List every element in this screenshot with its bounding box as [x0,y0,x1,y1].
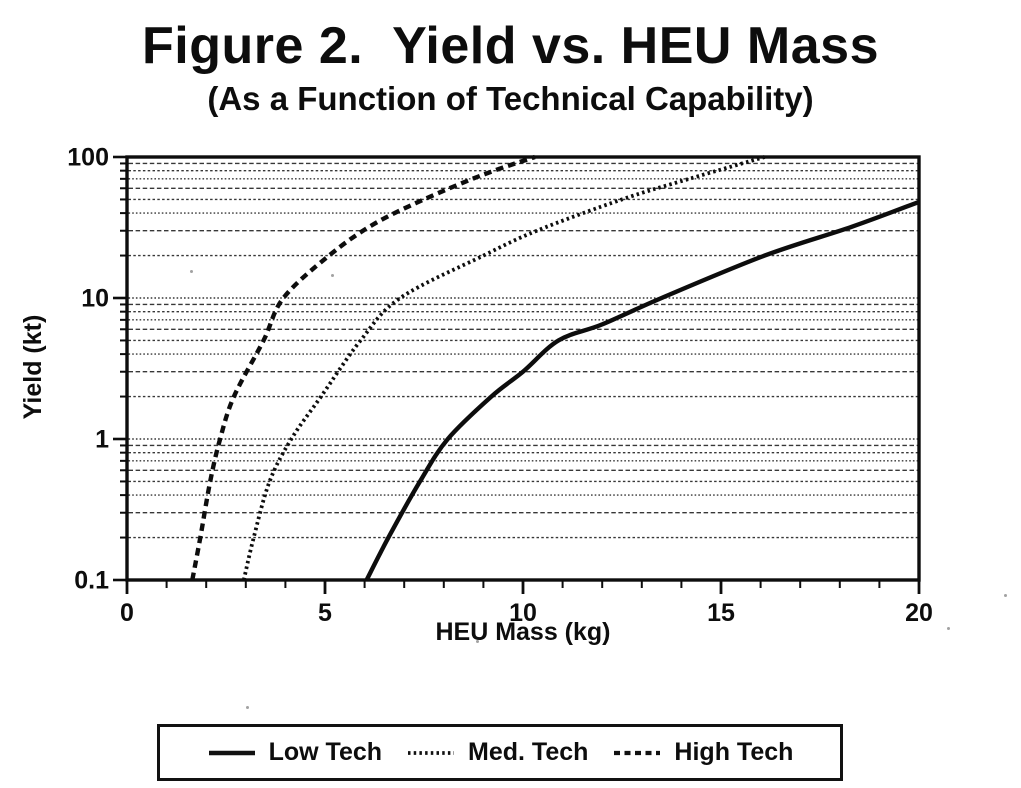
legend-item-high-tech: High Tech [612,738,793,767]
scan-speck [947,627,950,630]
y-tick-label-0.1: 0.1 [74,567,109,595]
legend-label-high-tech: High Tech [674,738,794,766]
x-tick-label-10: 10 [509,599,537,627]
x-tick-label-15: 15 [707,599,735,627]
scan-speck [1004,594,1007,597]
low-tech-line-sample-icon [208,750,255,755]
scan-speck [476,640,479,643]
chart-title: Figure 2. Yield vs. HEU Mass [142,17,879,75]
series-curve-med-tech [241,155,766,581]
plot-frame [125,155,921,582]
series-curve-low-tech [364,199,920,582]
legend-item-med-tech: Med. Tech [406,738,588,767]
x-tick-label-0: 0 [120,599,134,627]
high-tech-line-sample-icon [614,750,661,755]
series-curve-high-tech [190,154,536,581]
x-tick-label-5: 5 [318,599,332,627]
scan-speck [246,706,249,709]
y-tick-label-1: 1 [95,426,109,454]
x-axis-label: HEU Mass (kg) [435,618,611,646]
med-tech-line-sample-icon [408,750,455,755]
legend: Low Tech Med. Tech High Tech [157,724,843,781]
legend-label-med-tech: Med. Tech [468,738,589,766]
y-axis-label: Yield (kt) [19,314,47,420]
legend-item-low-tech: Low Tech [207,738,382,767]
scan-speck [190,270,193,273]
legend-label-low-tech: Low Tech [268,738,383,766]
chart-subtitle: (As a Function of Technical Capability) [207,80,814,117]
chart-plot-area: 100 10 1 0.1 0 5 10 15 20 [67,144,933,628]
y-tick-label-100: 100 [67,144,109,172]
scan-speck [331,274,334,277]
y-tick-label-10: 10 [81,285,109,313]
x-tick-label-20: 20 [905,599,933,627]
